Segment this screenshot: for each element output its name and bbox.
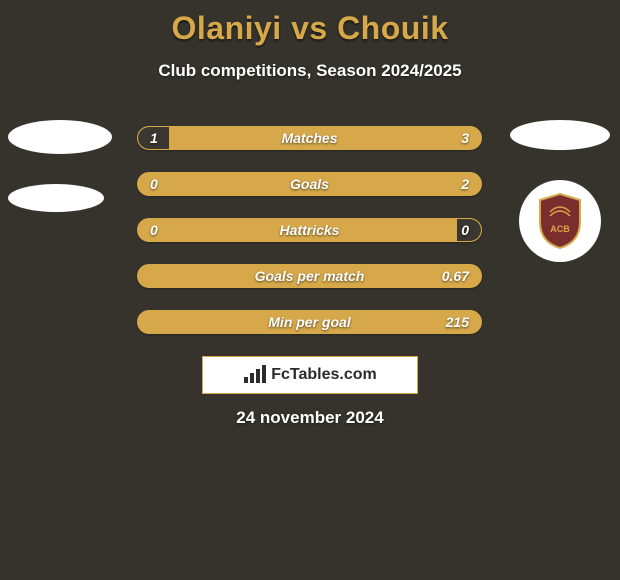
bar-value-right: 0.67 [442, 265, 469, 287]
brand-text: FcTables.com [271, 366, 377, 384]
page-title: Olaniyi vs Chouik [0, 0, 620, 47]
brand-bars-icon [243, 365, 267, 385]
player-left-badge-2 [8, 184, 104, 212]
stat-bars: 1Matches30Goals20Hattricks0Goals per mat… [137, 126, 482, 356]
bar-label: Goals per match [138, 265, 481, 287]
player-right-badge-1 [510, 120, 610, 150]
right-badge-stack: ACB [510, 120, 610, 262]
comparison-card: Olaniyi vs Chouik Club competitions, Sea… [0, 0, 620, 580]
stat-bar: 1Matches3 [137, 126, 482, 150]
bar-value-right: 0 [461, 219, 469, 241]
stat-bar: 0Hattricks0 [137, 218, 482, 242]
stat-bar: 0Goals2 [137, 172, 482, 196]
crest-letters: ACB [550, 224, 570, 234]
bar-label: Matches [138, 127, 481, 149]
bar-label: Min per goal [138, 311, 481, 333]
left-badge-stack [8, 120, 112, 212]
bar-label: Hattricks [138, 219, 481, 241]
bar-value-right: 215 [446, 311, 469, 333]
club-crest-icon: ACB [536, 192, 584, 250]
brand-box: FcTables.com [202, 356, 418, 394]
stat-bar: Goals per match0.67 [137, 264, 482, 288]
club-crest-right: ACB [519, 180, 601, 262]
bar-value-right: 3 [461, 127, 469, 149]
date-line: 24 november 2024 [0, 408, 620, 428]
player-left-badge-1 [8, 120, 112, 154]
stat-bar: Min per goal215 [137, 310, 482, 334]
page-subtitle: Club competitions, Season 2024/2025 [0, 61, 620, 81]
bar-label: Goals [138, 173, 481, 195]
bar-value-right: 2 [461, 173, 469, 195]
